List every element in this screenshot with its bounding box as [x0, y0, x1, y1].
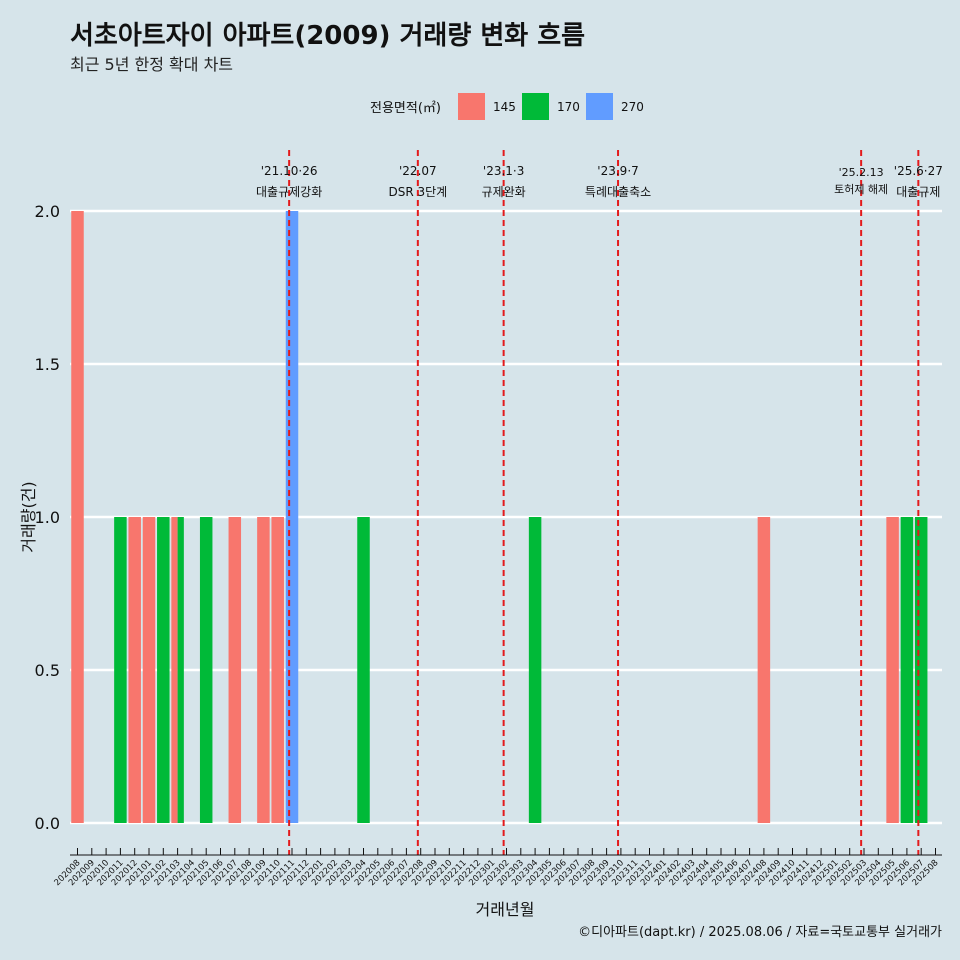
event-name-label: 대출규제강화 — [256, 185, 322, 199]
bar-202103-170 — [177, 517, 184, 823]
bar-202011-170 — [114, 517, 127, 823]
event-date-label: '23.1·3 — [483, 164, 524, 178]
bar-202101-145 — [142, 517, 156, 823]
legend-swatch-270 — [586, 93, 613, 120]
y-tick-label: 1.5 — [35, 355, 60, 374]
chart-subtitle: 최근 5년 한정 확대 차트 — [70, 55, 233, 74]
event-name-label: DSR 3단계 — [388, 185, 447, 199]
event-date-label: '21.10·26 — [261, 164, 318, 178]
bar-202506-170 — [900, 517, 914, 823]
legend-label-145: 145 — [493, 100, 516, 114]
legend-label-170: 170 — [557, 100, 580, 114]
bar-202008-145 — [71, 211, 84, 823]
bar-202505-145 — [886, 517, 899, 823]
legend-title: 전용면적(㎡) — [370, 101, 441, 116]
event-name-label: 규제완화 — [482, 185, 526, 199]
legend-swatch-170 — [522, 93, 549, 120]
bar-202111-270 — [285, 211, 299, 823]
bar-202109-145 — [257, 517, 270, 823]
y-tick-label: 1.0 — [35, 508, 60, 527]
event-name-label: 대출규제 — [896, 185, 940, 199]
bar-202105-170 — [199, 517, 213, 823]
bar-202012-145 — [128, 517, 141, 823]
y-tick-label: 0.5 — [35, 661, 60, 680]
event-date-label: '23.9·7 — [597, 164, 638, 178]
legend: 전용면적(㎡) 145 170 270 — [370, 93, 644, 120]
event-date-label: '25.2.13 — [839, 166, 884, 179]
y-tick-label: 0.0 — [35, 814, 60, 833]
bar-202103-145 — [171, 517, 178, 823]
y-axis: 0.0 0.5 1.0 1.5 2.0 — [35, 202, 60, 833]
chart-title: 서초아트자이 아파트(2009) 거래량 변화 흐름 — [70, 21, 585, 51]
event-name-label: 토허제 해제 — [834, 182, 888, 196]
bar-202408-145 — [757, 517, 771, 823]
y-tick-label: 2.0 — [35, 202, 60, 221]
x-axis-title: 거래년월 — [476, 900, 535, 919]
bar-202204-170 — [357, 517, 370, 823]
event-lines: '21.10·26 대출규제강화 '22.07 DSR 3단계 '23.1·3 규제완화 '… — [256, 150, 943, 855]
event-date-label: '22.07 — [399, 164, 437, 178]
x-axis: 2020082020092020102020112020122021012021… — [53, 848, 942, 888]
event-name-label: 특례대출축소 — [585, 185, 651, 199]
gridlines — [70, 209, 942, 825]
bar-202304-170 — [528, 517, 542, 823]
legend-label-270: 270 — [621, 100, 644, 114]
caption: ©디아파트(dapt.kr) / 2025.08.06 / 자료=국토교통부 실… — [578, 925, 942, 940]
y-axis-title: 거래량(건) — [19, 481, 38, 552]
bar-202107-145 — [228, 517, 242, 823]
event-date-label: '25.6·27 — [894, 164, 943, 178]
legend-swatch-145 — [458, 93, 485, 120]
bar-202507-170 — [914, 517, 928, 823]
bar-202102-170 — [157, 517, 170, 823]
bar-202110-145 — [271, 517, 284, 823]
